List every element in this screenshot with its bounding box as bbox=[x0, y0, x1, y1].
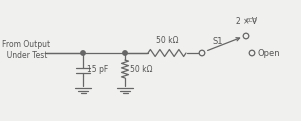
Circle shape bbox=[243, 33, 249, 39]
Text: 50 kΩ: 50 kΩ bbox=[130, 64, 153, 73]
Circle shape bbox=[199, 50, 205, 56]
Text: Open: Open bbox=[257, 49, 280, 57]
Text: From Output
  Under Test: From Output Under Test bbox=[2, 40, 50, 60]
Circle shape bbox=[123, 51, 127, 55]
Text: 2 × V: 2 × V bbox=[236, 18, 257, 26]
Circle shape bbox=[81, 51, 85, 55]
Text: 15 pF: 15 pF bbox=[87, 65, 108, 75]
Text: CCO: CCO bbox=[246, 19, 258, 23]
Text: S1: S1 bbox=[213, 37, 223, 46]
Circle shape bbox=[249, 50, 255, 56]
Text: 50 kΩ: 50 kΩ bbox=[156, 36, 178, 45]
